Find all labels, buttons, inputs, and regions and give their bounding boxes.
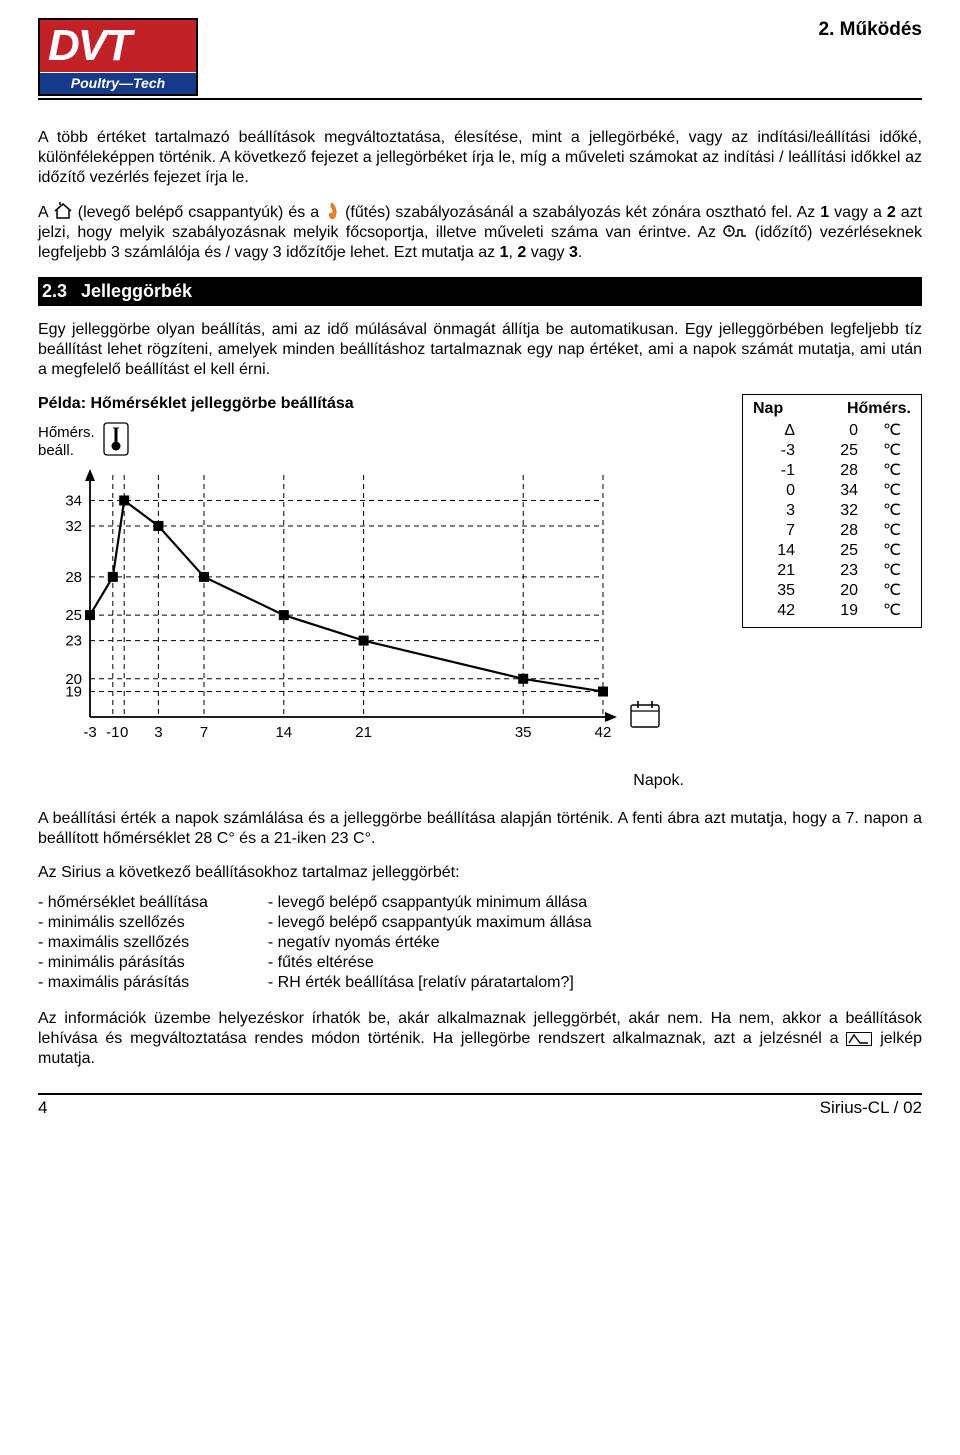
svg-text:25: 25 xyxy=(65,607,82,624)
svg-text:35: 35 xyxy=(515,724,532,741)
p2g: vagy xyxy=(531,244,569,261)
paragraph-4: A beállítási érték a napok számlálása és… xyxy=(38,809,922,849)
paragraph-6: Az információk üzembe helyezéskor írható… xyxy=(38,1009,922,1069)
table-row: 332℃ xyxy=(753,501,911,521)
svg-text:32: 32 xyxy=(65,518,82,535)
svg-text:3: 3 xyxy=(154,724,162,741)
page-header: DVT Poultry—Tech 2. Működés xyxy=(38,18,922,100)
thermometer-icon xyxy=(103,422,129,456)
table-row: 728℃ xyxy=(753,521,911,541)
svg-text:19: 19 xyxy=(65,684,82,701)
svg-text:42: 42 xyxy=(595,724,612,741)
svg-text:-3: -3 xyxy=(83,724,96,741)
curve-chart: -3-10371421354234322825232019 xyxy=(38,465,714,765)
list-item: minimális párásítás xyxy=(38,953,208,973)
table-row: Δ0℃ xyxy=(753,421,911,441)
doc-id: Sirius-CL / 02 xyxy=(820,1097,922,1118)
svg-text:21: 21 xyxy=(355,724,372,741)
curve-symbol-icon xyxy=(846,1032,872,1046)
list-item: RH érték beállítása [relatív páratartalo… xyxy=(268,973,592,993)
paragraph-1: A több értéket tartalmazó beállítások me… xyxy=(38,128,922,188)
house-icon xyxy=(53,202,73,220)
page-footer: 4 Sirius-CL / 02 xyxy=(38,1093,922,1118)
chart-column: Példa: Hőmérséklet jelleggörbe beállítás… xyxy=(38,394,714,792)
table-row: 4219℃ xyxy=(753,601,911,621)
table-row: 034℃ xyxy=(753,481,911,501)
list-item: minimális szellőzés xyxy=(38,913,208,933)
list-item: hőmérséklet beállítása xyxy=(38,893,208,913)
svg-text:14: 14 xyxy=(275,724,292,741)
list-item: maximális párásítás xyxy=(38,973,208,993)
paragraph-5: Az Sirius a következő beállításokhoz tar… xyxy=(38,863,922,883)
example-row: Példa: Hőmérséklet jelleggörbe beállítás… xyxy=(38,394,922,792)
svg-text:-1: -1 xyxy=(106,724,119,741)
table-row: 1425℃ xyxy=(753,541,911,561)
paragraph-3: Egy jelleggörbe olyan beállítás, ami az … xyxy=(38,320,922,380)
logo: DVT Poultry—Tech xyxy=(38,18,198,96)
example-title: Példa: Hőmérséklet jelleggörbe beállítás… xyxy=(38,394,714,414)
settings-columns: hőmérséklet beállításaminimális szellőzé… xyxy=(38,893,922,993)
svg-text:23: 23 xyxy=(65,633,82,650)
p2d: vagy a xyxy=(834,204,887,221)
p2b: (levegő belépő csappantyúk) és a xyxy=(78,204,324,221)
y-axis-label: Hőmérs. beáll. xyxy=(38,424,95,462)
data-table: Nap Hőmérs. Δ0℃-325℃-128℃034℃332℃728℃142… xyxy=(742,394,922,628)
heading-text: Jelleggörbék xyxy=(81,280,192,303)
settings-left: hőmérséklet beállításaminimális szellőzé… xyxy=(38,893,208,993)
table-row: -325℃ xyxy=(753,441,911,461)
th-day: Nap xyxy=(753,399,783,419)
p2h: . xyxy=(578,244,582,261)
chart-svg: -3-10371421354234322825232019 xyxy=(38,465,668,765)
paragraph-2: A (levegő belépő csappantyúk) és a (fűté… xyxy=(38,202,922,263)
table-body: Δ0℃-325℃-128℃034℃332℃728℃1425℃2123℃3520℃… xyxy=(753,421,911,621)
svg-text:28: 28 xyxy=(65,569,82,586)
list-item: fűtés eltérése xyxy=(268,953,592,973)
bold-2: 2 xyxy=(887,204,896,221)
list-item: maximális szellőzés xyxy=(38,933,208,953)
table-row: 2123℃ xyxy=(753,561,911,581)
bold-1: 1 xyxy=(820,204,829,221)
bold-1b: 1 xyxy=(500,244,509,261)
svg-text:0: 0 xyxy=(120,724,128,741)
clock-pulse-icon xyxy=(723,224,747,240)
logo-text-top: DVT xyxy=(40,20,196,72)
logo-text-bottom: Poultry—Tech xyxy=(40,72,196,95)
p2a: A xyxy=(38,204,53,221)
table-row: -128℃ xyxy=(753,461,911,481)
bold-2b: 2 xyxy=(517,244,526,261)
heading-num: 2.3 xyxy=(40,280,67,303)
list-item: negatív nyomás értéke xyxy=(268,933,592,953)
th-temp: Hőmérs. xyxy=(847,399,911,419)
page-number: 4 xyxy=(38,1097,47,1118)
section-heading: 2.3 Jelleggörbék xyxy=(38,277,922,306)
svg-text:34: 34 xyxy=(65,492,82,509)
bold-3: 3 xyxy=(569,244,578,261)
x-axis-label: Napok. xyxy=(38,771,714,791)
svg-text:7: 7 xyxy=(200,724,208,741)
flame-icon xyxy=(324,202,340,220)
p6a: Az információk üzembe helyezéskor írható… xyxy=(38,1010,922,1047)
table-header: Nap Hőmérs. xyxy=(753,399,911,419)
list-item: levegő belépő csappantyúk minimum állása xyxy=(268,893,592,913)
table-row: 3520℃ xyxy=(753,581,911,601)
settings-right: levegő belépő csappantyúk minimum állása… xyxy=(268,893,592,993)
section-title: 2. Működés xyxy=(819,18,922,42)
list-item: levegő belépő csappantyúk maximum állása xyxy=(268,913,592,933)
p2c: (fűtés) szabályozásánál a szabályozás ké… xyxy=(345,204,820,221)
